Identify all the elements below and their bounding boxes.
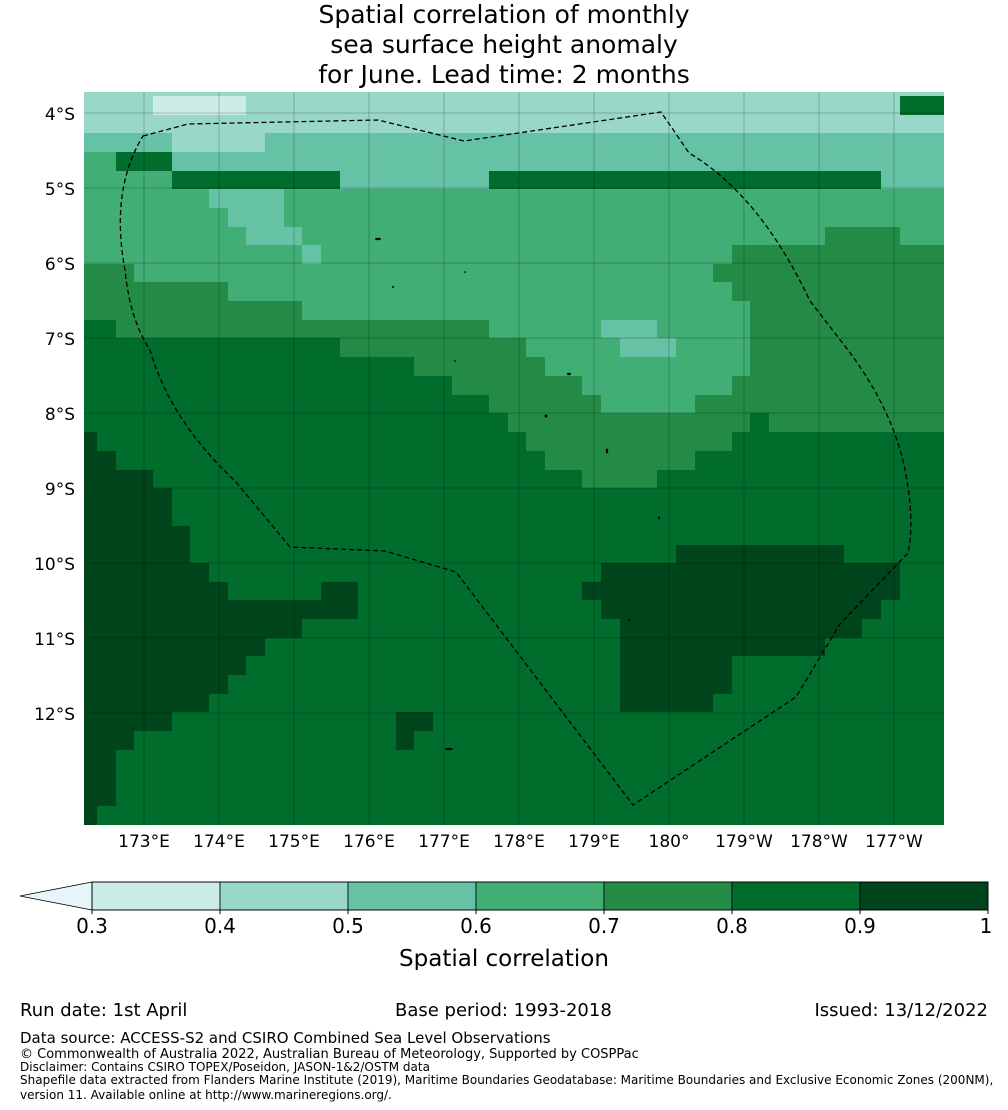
field-region <box>84 432 358 825</box>
lon-label: 177°E <box>418 832 470 852</box>
field-region <box>84 96 944 189</box>
colorbar-tick-label: 1 <box>980 914 993 938</box>
lon-label: 173°E <box>118 832 170 852</box>
island <box>392 286 394 288</box>
colorbar-swatch <box>347 881 477 911</box>
colorbar-swatch <box>859 881 989 911</box>
island <box>375 237 381 241</box>
field-region <box>396 712 433 750</box>
colorbar-frame <box>91 881 989 911</box>
map-figure: 4°S 5°S 6°S 7°S 8°S 9°S 10°S 11°S 12°S 173°E 174°… <box>19 92 992 970</box>
lat-label: 11°S <box>34 630 75 650</box>
colorbar-tick-label: 0.5 <box>332 914 364 938</box>
lat-label: 7°S <box>45 330 75 350</box>
field-region <box>84 92 944 96</box>
data-source: Data source: ACCESS-S2 and CSIRO Combine… <box>20 1029 551 1047</box>
field-region <box>302 245 321 264</box>
latitude-labels: 4°S 5°S 6°S 7°S 8°S 9°S 10°S 11°S 12°S <box>34 105 75 725</box>
issued-date: Issued: 13/12/2022 <box>814 1000 988 1021</box>
colorbar-tick-label: 0.3 <box>76 914 108 938</box>
island <box>605 448 609 454</box>
map-title: Spatial correlation of monthly sea surfa… <box>0 0 1008 90</box>
island <box>445 747 453 751</box>
lat-label: 9°S <box>45 480 75 500</box>
lat-label: 12°S <box>34 705 75 725</box>
colorbar-under-arrow <box>19 881 93 911</box>
lon-label: 180° <box>649 832 690 852</box>
run-date: Run date: 1st April <box>20 1000 188 1021</box>
colorbar-ticks: 0.3 0.4 0.5 0.6 0.7 0.8 0.9 1 <box>76 910 992 938</box>
colorbar: 0.3 0.4 0.5 0.6 0.7 0.8 0.9 1 Spatial correlati… <box>19 881 992 970</box>
field-region <box>84 227 944 488</box>
field-region <box>84 152 944 413</box>
colorbar-tick-label: 0.4 <box>204 914 236 938</box>
title-line-3: for June. Lead time: 2 months <box>318 60 690 89</box>
colorbar-swatch <box>731 881 861 911</box>
colorbar-tick-label: 0.6 <box>460 914 492 938</box>
island <box>454 360 456 362</box>
island <box>544 414 548 418</box>
lon-label: 175°E <box>268 832 320 852</box>
eez-boundary <box>119 111 912 806</box>
islands <box>375 237 660 751</box>
field-region <box>209 189 302 245</box>
island <box>567 372 571 376</box>
lat-label: 4°S <box>45 105 75 125</box>
colorbar-swatch <box>603 881 733 911</box>
island <box>628 619 630 621</box>
gridlines <box>84 92 944 825</box>
title-line-1: Spatial correlation of monthly <box>318 0 690 29</box>
island <box>464 271 466 273</box>
lon-label: 176°E <box>343 832 395 852</box>
lat-label: 8°S <box>45 405 75 425</box>
field-region <box>582 545 900 712</box>
disclaimer: Disclaimer: Contains CSIRO TOPEX/Poseido… <box>20 1060 430 1074</box>
lon-label: 174°E <box>193 832 245 852</box>
lon-label: 179°W <box>715 832 773 852</box>
title-line-2: sea surface height anomaly <box>330 30 678 59</box>
island <box>658 516 660 520</box>
colorbar-label: Spatial correlation <box>399 946 609 970</box>
field-region <box>919 413 944 432</box>
colorbar-swatch <box>219 881 349 911</box>
colorbar-tick-label: 0.9 <box>844 914 876 938</box>
lat-label: 10°S <box>34 555 75 575</box>
lat-label: 6°S <box>45 255 75 275</box>
shapefile-credit-2: version 11. Available online at http://w… <box>20 1088 392 1102</box>
colorbar-swatch <box>91 881 221 911</box>
correlation-field <box>84 92 944 825</box>
longitude-labels: 173°E 174°E 175°E 176°E 177°E 178°E 179°E 180° 1… <box>118 832 923 852</box>
lon-label: 177°W <box>865 832 923 852</box>
lon-label: 178°W <box>790 832 848 852</box>
field-region <box>153 96 246 115</box>
colorbar-swatches <box>91 881 989 911</box>
colorbar-swatch <box>475 881 605 911</box>
colorbar-tick-label: 0.7 <box>588 914 620 938</box>
copyright: © Commonwealth of Australia 2022, Austra… <box>20 1047 639 1062</box>
field-region <box>601 320 676 357</box>
colorbar-tick-label: 0.8 <box>716 914 748 938</box>
lon-label: 179°E <box>568 832 620 852</box>
shapefile-credit-1: Shapefile data extracted from Flanders M… <box>20 1073 994 1087</box>
lat-label: 5°S <box>45 180 75 200</box>
base-period: Base period: 1993-2018 <box>395 1000 612 1021</box>
lon-label: 178°E <box>493 832 545 852</box>
